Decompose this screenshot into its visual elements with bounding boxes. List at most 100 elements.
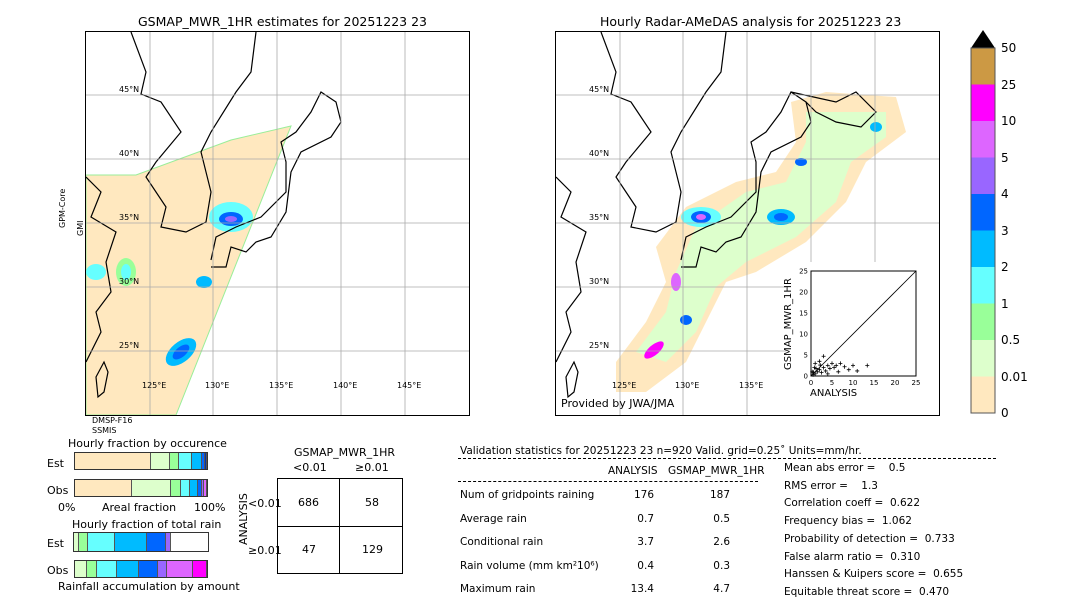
stats-header: Validation statistics for 20251223 23 n=… bbox=[460, 445, 862, 457]
rain-bar-est bbox=[73, 532, 209, 552]
stats-row-label: Num of gridpoints raining bbox=[460, 489, 595, 501]
fraction-segment bbox=[75, 480, 133, 496]
stats-row-label: Average rain bbox=[460, 512, 527, 525]
rain-area bbox=[680, 315, 692, 325]
lat-label: 45°N bbox=[119, 85, 140, 94]
fraction-segment bbox=[204, 453, 207, 469]
gridlines bbox=[86, 32, 469, 415]
satellite-label: GPM-Core bbox=[58, 188, 67, 228]
stats-row-analysis: 3.7 bbox=[637, 536, 654, 548]
rain-area bbox=[696, 214, 706, 220]
fraction-segment bbox=[74, 533, 80, 551]
lon-label: 125°E bbox=[142, 381, 167, 390]
left-map-title: GSMAP_MWR_1HR estimates for 20251223 23 bbox=[138, 14, 427, 29]
fraction-segment bbox=[201, 480, 204, 496]
stats-row-label: Conditional rain bbox=[460, 536, 544, 548]
rain-area bbox=[644, 341, 664, 359]
satellite-label: SSMIS bbox=[92, 426, 117, 435]
lat-label: 45°N bbox=[589, 85, 610, 94]
colorbar-tick-label: 25 bbox=[1001, 77, 1017, 92]
scatter-ytick: 15 bbox=[799, 310, 808, 318]
scatter-point bbox=[821, 365, 826, 370]
stats-row-analysis: 0.4 bbox=[637, 559, 654, 572]
colorbar-tick-label: 0.01 bbox=[1001, 369, 1028, 384]
scatter-point bbox=[814, 366, 819, 371]
score-line: Equitable threat score = 0.470 bbox=[784, 585, 950, 598]
lat-label: 40°N bbox=[119, 149, 140, 158]
scatter-point bbox=[811, 370, 816, 375]
credit-label: Provided by JWA/JMA bbox=[561, 397, 675, 410]
scatter-point bbox=[813, 361, 818, 366]
score-line: Mean abs error = 0.5 bbox=[784, 462, 906, 474]
stats-row-gsmap: 4.7 bbox=[713, 583, 730, 595]
colorbar-segment bbox=[971, 340, 995, 377]
fraction-segment bbox=[79, 533, 89, 551]
rain-area bbox=[636, 112, 886, 362]
scatter-point bbox=[821, 354, 826, 359]
occurrence-xlabel: Areal fraction bbox=[102, 501, 177, 514]
fraction-segment bbox=[179, 453, 193, 469]
diagonal-line bbox=[810, 270, 917, 377]
scatter-xtick: 10 bbox=[849, 379, 858, 387]
fraction-segment bbox=[116, 561, 139, 577]
scatter-point bbox=[815, 369, 820, 374]
scatter-point bbox=[851, 363, 855, 368]
colorbar-segment bbox=[971, 121, 995, 158]
scatter-xtick: 20 bbox=[891, 379, 900, 387]
score-line: RMS error = 1.3 bbox=[784, 479, 878, 492]
rain-area bbox=[86, 264, 106, 280]
scatter-ytick: 0 bbox=[804, 373, 808, 381]
cell-hits: 129 bbox=[362, 543, 383, 556]
contingency-col1: <0.01 bbox=[293, 461, 327, 474]
fraction-segment bbox=[180, 480, 191, 496]
stats-row-analysis: 13.4 bbox=[630, 583, 654, 595]
colorbar-segment bbox=[971, 267, 995, 304]
rain-area bbox=[795, 158, 807, 166]
right-map: 0 5 10 15 20 25 0 5 10 15 20 25 bbox=[555, 31, 940, 416]
satellite-swath bbox=[86, 125, 292, 415]
axis-left-tick: 0% bbox=[58, 501, 76, 514]
colorbar-segment bbox=[971, 230, 995, 267]
colorbar-tick-label: 10 bbox=[1001, 114, 1017, 128]
divider bbox=[458, 481, 758, 482]
fraction-segment bbox=[139, 561, 159, 577]
scatter-point bbox=[846, 367, 851, 372]
scatter-point bbox=[834, 363, 839, 368]
scatter-point bbox=[855, 368, 860, 373]
colorbar-tick-label: 50 bbox=[1001, 41, 1017, 55]
satellite-label: GMI bbox=[76, 220, 85, 236]
colorbar-segment bbox=[971, 303, 995, 340]
score-line: Correlation coeff = 0.622 bbox=[784, 497, 920, 510]
scatter-point bbox=[842, 364, 847, 369]
fraction-segment bbox=[88, 533, 115, 551]
coastlines bbox=[556, 32, 877, 399]
lat-label: 40°N bbox=[589, 149, 610, 158]
colorbar-segment bbox=[971, 194, 995, 231]
colorbar-tick-label: 5 bbox=[1001, 150, 1009, 165]
colorbar-tick-label: 0.5 bbox=[1001, 333, 1021, 347]
fraction-segment bbox=[114, 533, 148, 551]
fraction-segment bbox=[190, 480, 198, 496]
scatter-point bbox=[832, 365, 837, 370]
est-label: Est bbox=[47, 537, 64, 550]
scatter-ytick: 25 bbox=[799, 268, 808, 276]
colorbar-tick-label: 2 bbox=[1001, 260, 1009, 274]
obs-label: Obs bbox=[47, 564, 69, 577]
rain-fraction-xlabel: Rainfall accumulation by amount bbox=[58, 580, 240, 593]
stats-row-gsmap: 0.5 bbox=[713, 512, 730, 525]
contingency-title: GSMAP_MWR_1HR bbox=[294, 446, 396, 459]
scatter-point bbox=[817, 359, 822, 364]
colorbar-tick-label: 1 bbox=[1001, 296, 1009, 311]
scatter-point bbox=[838, 361, 843, 366]
axis-right-tick: 100% bbox=[194, 501, 226, 514]
rain-area bbox=[196, 276, 212, 288]
fraction-segment bbox=[97, 561, 117, 577]
score-line: Probability of detection = 0.733 bbox=[784, 532, 955, 545]
fraction-segment bbox=[150, 453, 171, 469]
lon-label: 125°E bbox=[612, 381, 637, 390]
cell-hits-none: 686 bbox=[298, 496, 319, 509]
fraction-segment bbox=[170, 480, 181, 496]
rain-area bbox=[225, 216, 237, 222]
left-map bbox=[85, 31, 470, 416]
